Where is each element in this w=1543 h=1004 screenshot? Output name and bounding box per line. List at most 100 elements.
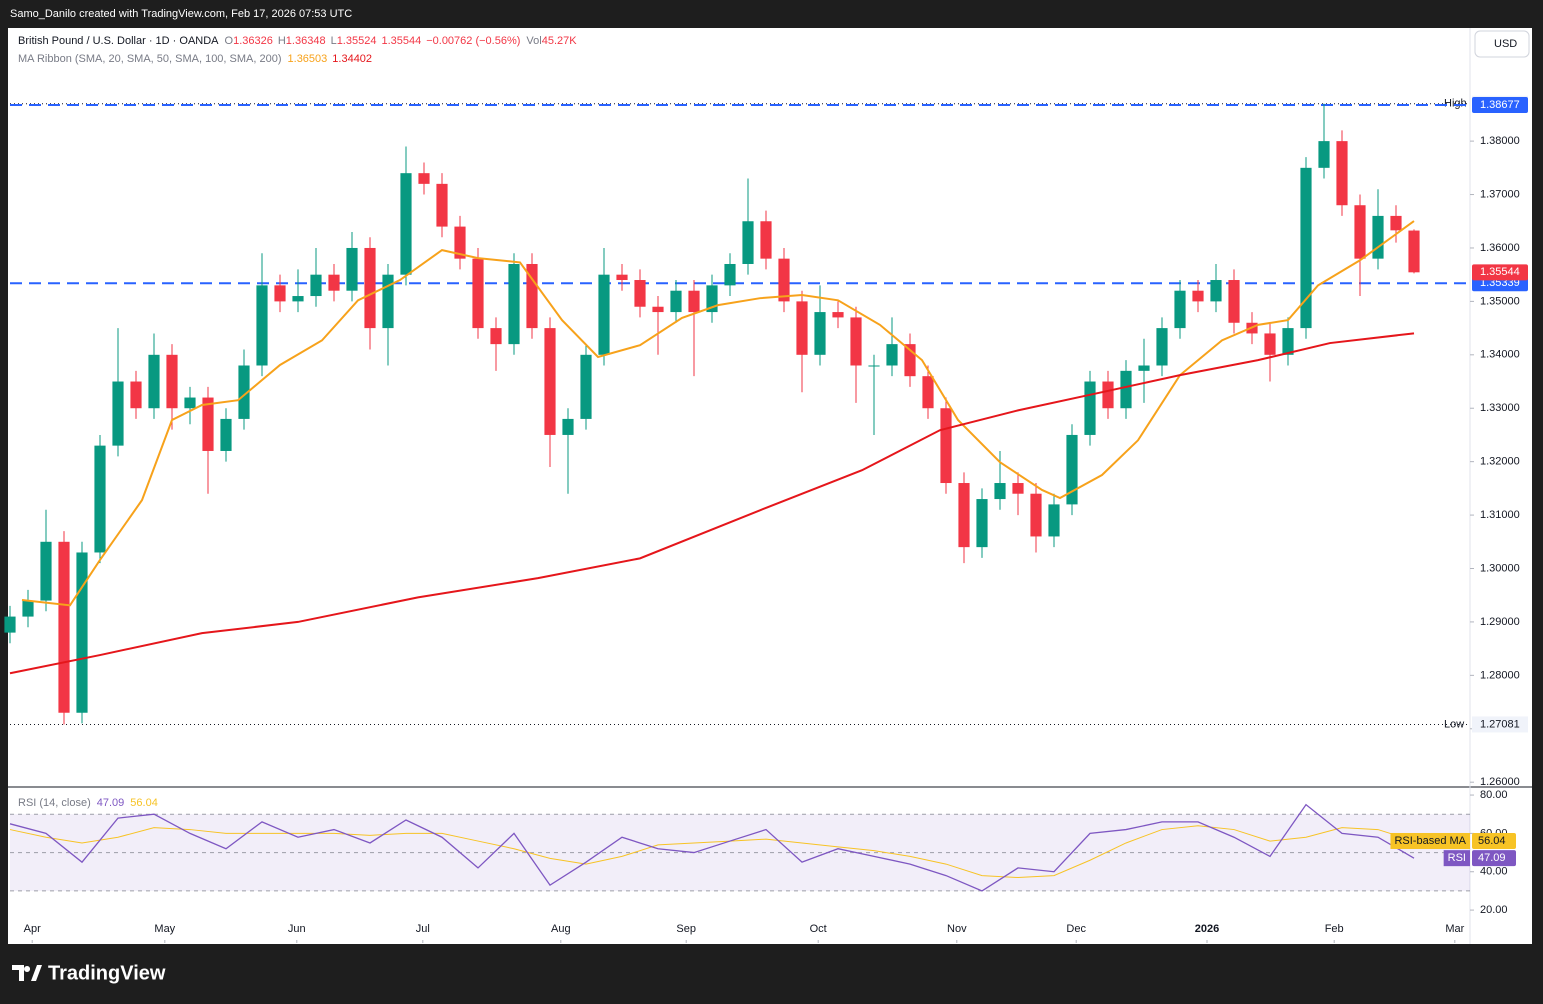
candle-body (274, 285, 286, 302)
x-tick-label: Oct (810, 923, 827, 935)
candle-body (778, 258, 790, 302)
candle-body (364, 247, 376, 329)
currency-button[interactable] (1474, 30, 1530, 58)
open-label: O (225, 35, 234, 47)
x-tick-label: Apr (24, 923, 41, 935)
candle-body (130, 381, 142, 409)
y-tick-label: 1.26000 (1480, 776, 1520, 788)
ma-value: 1.36503 (288, 53, 328, 65)
candle-body (1372, 215, 1384, 259)
candle-body (544, 328, 556, 435)
series-name: RSI-based MA (1394, 835, 1466, 847)
level-value: 1.38677 (1480, 99, 1520, 111)
candle-body (490, 328, 502, 345)
candle-body (526, 263, 538, 329)
candle-body (670, 290, 682, 313)
candle-body (1012, 483, 1024, 494)
indicator-title: MA Ribbon (SMA, 20, SMA, 50, SMA, 100, S… (18, 53, 282, 65)
candle-body (886, 344, 898, 366)
candle-body (1354, 205, 1366, 259)
candle-body (1048, 504, 1060, 537)
candle-body (814, 312, 826, 355)
high-value: 1.36348 (286, 35, 326, 47)
candle-body (652, 306, 664, 313)
candle-body (436, 183, 448, 227)
candle-body (94, 445, 106, 553)
candle-body (1300, 167, 1312, 329)
candle-body (256, 285, 268, 366)
y-tick-label: 1.29000 (1480, 616, 1520, 628)
series-value-box (1472, 832, 1516, 849)
series-name-box (1390, 832, 1470, 849)
x-tick-label: Nov (947, 923, 967, 935)
y-tick-label: 20.00 (1480, 904, 1508, 916)
candle-body (904, 344, 916, 377)
candle-body (868, 365, 880, 367)
candle-body (994, 483, 1006, 500)
y-tick-label: 1.38000 (1480, 135, 1520, 147)
candle-body (328, 274, 340, 291)
candle-body (148, 354, 160, 409)
x-tick-label: Jun (288, 923, 306, 935)
attribution: Samo_Danilo created with TradingView.com… (10, 8, 352, 20)
volume-label: Vol (526, 35, 541, 47)
candle-body (58, 541, 70, 713)
rsi-line (9, 825, 1415, 878)
series-value: 47.09 (1478, 852, 1506, 864)
currency-label[interactable]: USD (1494, 38, 1517, 50)
close-value: 1.35544 (381, 35, 421, 47)
candle-body (706, 285, 718, 313)
candle-body (1120, 370, 1132, 409)
candle-body (166, 354, 178, 409)
candle-body (1228, 280, 1240, 323)
candle-body (1084, 381, 1096, 435)
candle-body (724, 263, 736, 286)
y-tick-label: 1.34000 (1480, 349, 1520, 361)
y-tick-label: 1.33000 (1480, 402, 1520, 414)
candle-body (742, 221, 754, 264)
series-value-box (1472, 850, 1516, 867)
candle-body (220, 418, 232, 451)
candle-body (418, 173, 430, 184)
candle-body (760, 221, 772, 259)
series-value: 56.04 (1478, 835, 1506, 847)
y-tick-label: 1.36000 (1480, 242, 1520, 254)
candle-body (616, 274, 628, 281)
volume-value: 45.27K (542, 35, 578, 47)
candle-body (1390, 215, 1402, 231)
chart-panel (8, 28, 1532, 944)
series-name: RSI (1448, 852, 1466, 864)
candle-body (1156, 328, 1168, 366)
candle-body (1336, 141, 1348, 206)
candle-body (580, 354, 592, 419)
candle-body (1102, 381, 1114, 409)
candle-body (76, 552, 88, 713)
y-tick-label: 1.32000 (1480, 456, 1520, 468)
low-label: L (331, 35, 337, 47)
y-tick-label: 1.31000 (1480, 509, 1520, 521)
candle-body (1138, 365, 1150, 371)
high-label: H (278, 35, 286, 47)
candle-body (22, 600, 34, 617)
y-tick-label: 1.37000 (1480, 188, 1520, 200)
rsi-line (9, 803, 1415, 892)
y-tick-label: 1.35000 (1480, 295, 1520, 307)
candle-body (1174, 290, 1186, 329)
rsi-legend-value: 56.04 (130, 797, 158, 809)
candle-body (112, 381, 124, 446)
x-tick-label: Aug (551, 923, 571, 935)
extreme-name: High (1444, 98, 1467, 110)
candle-body (454, 226, 466, 259)
rsi-title: RSI (14, close) (18, 797, 91, 809)
candle-body (400, 173, 412, 275)
candle-body (796, 301, 808, 355)
candle-body (850, 317, 862, 366)
candle-body (598, 274, 610, 355)
extreme-box (1472, 716, 1528, 733)
candle-body (4, 616, 16, 633)
extreme-value: 1.27081 (1480, 718, 1520, 730)
candle-body (976, 499, 988, 548)
candle-body (1210, 280, 1222, 302)
candle-body (922, 376, 934, 409)
